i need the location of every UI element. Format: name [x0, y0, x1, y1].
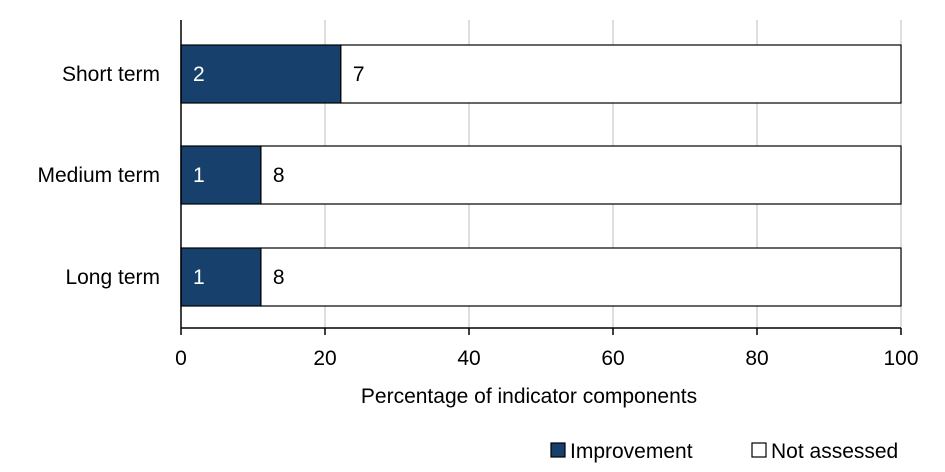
bar-improvement-0: [180, 44, 342, 104]
legend: Improvement Not assessed: [550, 440, 898, 463]
x-axis-title: Percentage of indicator components: [361, 385, 697, 408]
bar-improvement-1: [180, 145, 262, 205]
bars: [180, 44, 902, 307]
bar-not-assessed-1: [260, 145, 902, 205]
x-tick-label-60: 60: [601, 347, 624, 370]
x-tick-label-20: 20: [313, 347, 336, 370]
category-label-2: Long term: [65, 266, 160, 289]
category-labels: Short term Medium term Long term: [37, 63, 160, 289]
x-tick-label-80: 80: [745, 347, 768, 370]
category-label-1: Medium term: [37, 164, 160, 187]
bar-label-not-assessed-1: 8: [273, 164, 285, 187]
legend-swatch-not-assessed: [751, 442, 767, 458]
x-tick-label-0: 0: [175, 347, 187, 370]
bar-label-improvement-2: 1: [193, 266, 205, 289]
x-tick-label-100: 100: [883, 347, 918, 370]
bar-not-assessed-2: [260, 247, 902, 307]
bar-label-improvement-0: 2: [193, 63, 205, 86]
bar-not-assessed-0: [340, 44, 902, 104]
category-label-0: Short term: [62, 63, 160, 86]
legend-label-not-assessed: Not assessed: [771, 440, 898, 463]
bar-label-improvement-1: 1: [193, 164, 205, 187]
bar-label-not-assessed-2: 8: [273, 266, 285, 289]
x-tick-label-40: 40: [457, 347, 480, 370]
legend-swatch-improvement: [550, 442, 566, 458]
bar-label-not-assessed-0: 7: [353, 63, 365, 86]
legend-label-improvement: Improvement: [570, 440, 693, 463]
x-axis-ticks: 0 20 40 60 80 100: [175, 327, 919, 370]
bar-labels: 2 7 1 8 1 8: [193, 63, 365, 289]
